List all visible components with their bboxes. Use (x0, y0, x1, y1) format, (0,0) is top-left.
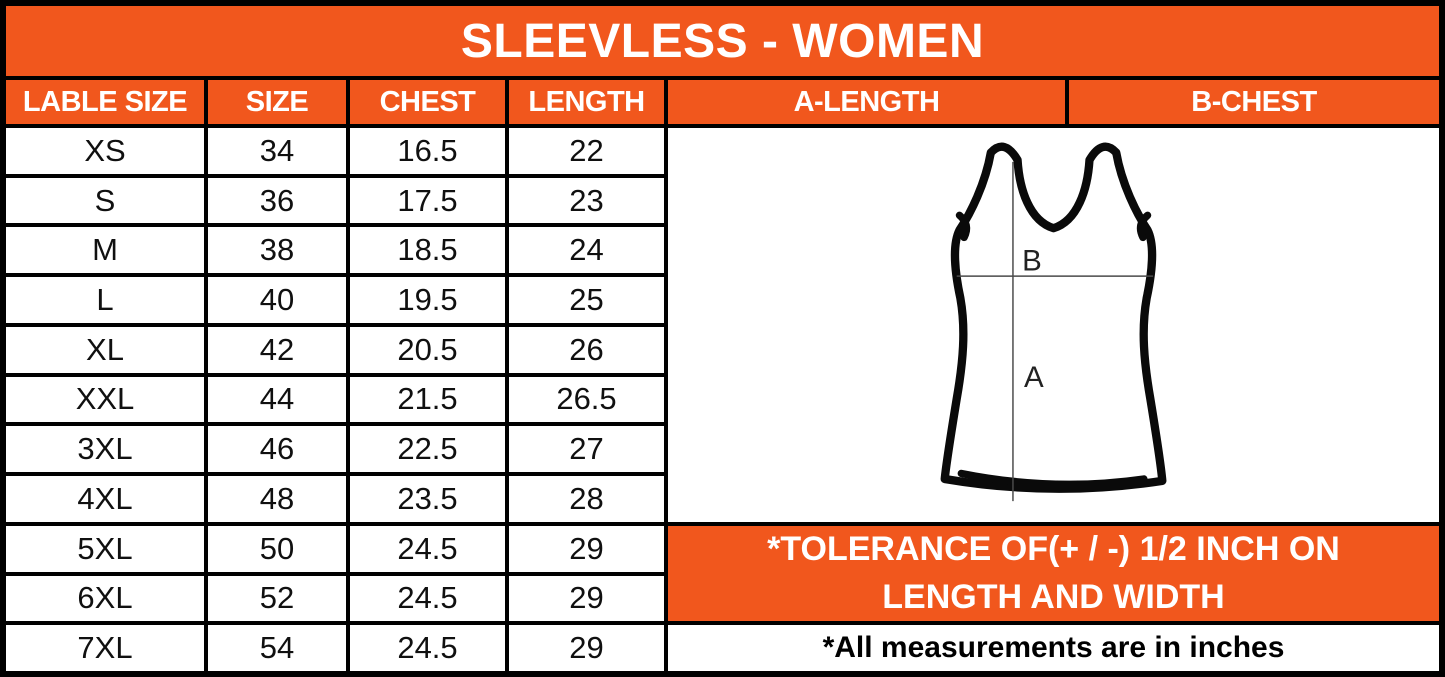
label-b-chest: B (1022, 244, 1042, 277)
size-chart-grid: SLEEVLESS - WOMEN LABLE SIZE SIZE CHEST … (6, 6, 1439, 671)
table-cell: 50 (208, 525, 346, 572)
table-cell: 21.5 (350, 376, 505, 423)
table-cell: 6XL (6, 575, 204, 622)
table-cell: 27 (509, 426, 664, 473)
header-length: LENGTH (509, 80, 664, 124)
table-cell: 25 (509, 277, 664, 323)
tank-top-illustration: B A (940, 142, 1167, 502)
table-cell: 7XL (6, 625, 204, 671)
header-size: SIZE (208, 80, 346, 124)
table-cell: 29 (509, 575, 664, 622)
right-armhole-notch (1136, 211, 1152, 241)
tank-top-outline (940, 142, 1167, 493)
table-cell: 22.5 (350, 426, 505, 473)
table-cell: 20.5 (350, 326, 505, 373)
table-cell: 40 (208, 277, 346, 323)
tolerance-note-text: *TOLERANCE OF(+ / -) 1/2 INCH ON LENGTH … (767, 529, 1340, 616)
table-cell: 52 (208, 575, 346, 622)
table-cell: 54 (208, 625, 346, 671)
table-cell: 17.5 (350, 177, 505, 224)
table-cell: 19.5 (350, 277, 505, 323)
page-title: SLEEVLESS - WOMEN (6, 6, 1439, 76)
table-cell: 28 (509, 476, 664, 522)
table-cell: 4XL (6, 476, 204, 522)
table-cell: 24.5 (350, 525, 505, 572)
table-cell: XS (6, 128, 204, 174)
table-cell: 26 (509, 326, 664, 373)
table-cell: 29 (509, 625, 664, 671)
header-b-chest: B-CHEST (1069, 80, 1439, 124)
table-cell: 16.5 (350, 128, 505, 174)
table-cell: L (6, 277, 204, 323)
table-cell: 23.5 (350, 476, 505, 522)
table-cell: 5XL (6, 525, 204, 572)
table-cell: 24 (509, 227, 664, 274)
table-cell: 24.5 (350, 575, 505, 622)
header-chest: CHEST (350, 80, 505, 124)
left-armhole-notch (955, 211, 971, 241)
table-cell: XXL (6, 376, 204, 423)
table-cell: 26.5 (509, 376, 664, 423)
header-a-length: A-LENGTH (668, 80, 1065, 124)
table-cell: 22 (509, 128, 664, 174)
table-cell: 46 (208, 426, 346, 473)
table-cell: 29 (509, 525, 664, 572)
table-cell: S (6, 177, 204, 224)
table-cell: 18.5 (350, 227, 505, 274)
table-cell: 3XL (6, 426, 204, 473)
table-cell: 24.5 (350, 625, 505, 671)
table-cell: 44 (208, 376, 346, 423)
table-cell: 42 (208, 326, 346, 373)
table-cell: M (6, 227, 204, 274)
tolerance-note: *TOLERANCE OF(+ / -) 1/2 INCH ON LENGTH … (668, 525, 1439, 622)
tank-top-diagram: B A (668, 128, 1439, 522)
table-cell: XL (6, 326, 204, 373)
table-cell: 38 (208, 227, 346, 274)
table-cell: 23 (509, 177, 664, 224)
table-cell: 34 (208, 128, 346, 174)
table-cell: 36 (208, 177, 346, 224)
table-cell: 48 (208, 476, 346, 522)
label-a-length: A (1024, 361, 1044, 394)
header-lable-size: LABLE SIZE (6, 80, 204, 124)
measurements-note: *All measurements are in inches (668, 625, 1439, 671)
hem-stroke (957, 469, 1148, 488)
